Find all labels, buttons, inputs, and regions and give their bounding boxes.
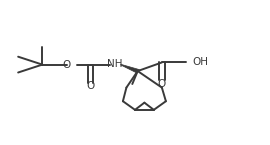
Text: O: O <box>87 81 95 91</box>
Text: O: O <box>158 79 166 89</box>
Text: OH: OH <box>193 57 209 67</box>
Text: O: O <box>62 60 71 70</box>
Polygon shape <box>120 64 140 72</box>
Text: NH: NH <box>107 59 123 69</box>
